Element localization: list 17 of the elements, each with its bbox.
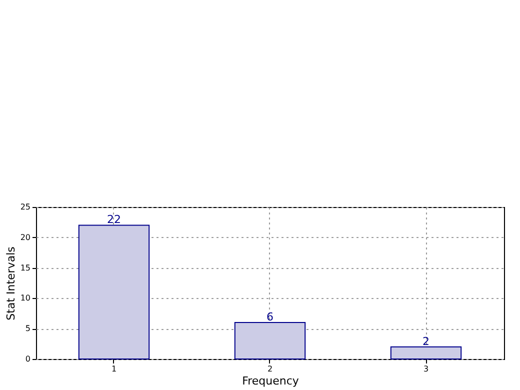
bar [234, 322, 306, 360]
bar [78, 224, 150, 360]
data-label: 2 [422, 334, 430, 348]
y-axis-title: Stat Intervals [4, 246, 18, 320]
y-tick-label: 10 [20, 294, 30, 303]
data-label: 22 [107, 213, 121, 226]
x-axis-title: Frequency [242, 374, 300, 388]
bar [390, 346, 462, 360]
y-tick-label: 20 [20, 232, 30, 242]
x-tick-label: 1 [111, 364, 117, 374]
x-tick-label: 3 [423, 364, 429, 374]
y-tick-label: 5 [25, 324, 30, 334]
y-tick-label: 15 [20, 263, 30, 272]
y-tick-label: 0 [25, 354, 30, 364]
x-tick-label: 2 [267, 364, 273, 374]
data-label: 6 [266, 310, 274, 324]
y-tick-label: 25 [20, 202, 30, 212]
